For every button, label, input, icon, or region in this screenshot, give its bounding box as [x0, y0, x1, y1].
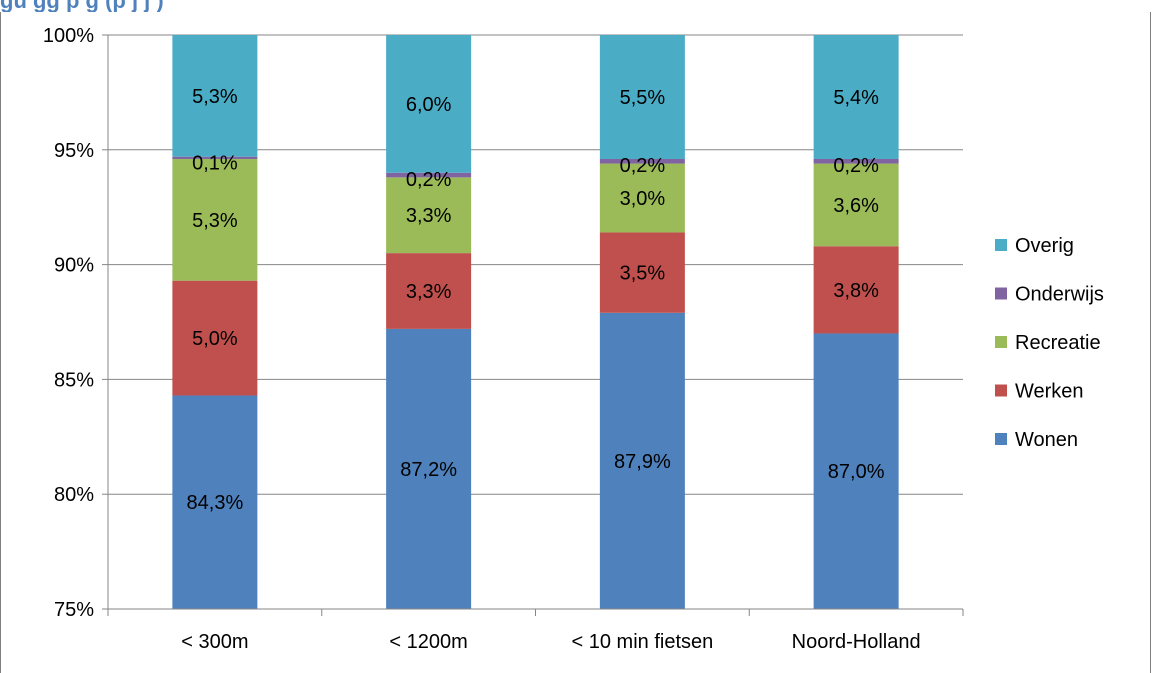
chart-caption: gu gg p g (p j j ) [0, 0, 1153, 12]
data-label-wonen: 87,2% [400, 459, 457, 481]
legend-swatch-onderwijs [995, 287, 1007, 300]
bar-segment-overig [172, 35, 258, 157]
bar-segment-overig [599, 35, 685, 159]
legend-swatch-recreatie [995, 336, 1007, 348]
data-label-recreatie: 3,3% [406, 205, 452, 227]
axes: 75% 80% 85% 90% 95% 100% < 300m < 1200m < 10 min… [43, 25, 964, 653]
bar-segment-wonen [813, 333, 899, 609]
legend-label-werken: Werken [1015, 381, 1084, 403]
bar-segment-recreatie [386, 177, 472, 254]
data-label-recreatie: 5,3% [192, 210, 238, 232]
legend: Overig Onderwijs Recreatie Werken Wonen [995, 235, 1104, 451]
bar-segment-recreatie [172, 158, 258, 281]
data-label-werken: 3,5% [620, 263, 666, 285]
bar-segment-werken [813, 246, 899, 334]
data-label-recreatie: 3,6% [833, 195, 879, 217]
bar-segment-recreatie [599, 163, 685, 233]
data-label-wonen: 87,9% [614, 451, 671, 473]
data-label-recreatie: 3,0% [620, 188, 666, 210]
x-tick-label: < 1200m [389, 631, 467, 653]
data-label-overig: 5,3% [192, 86, 238, 108]
bar-segment-onderwijs [172, 156, 258, 159]
bar-segment-recreatie [813, 163, 899, 247]
data-label-overig: 5,5% [620, 87, 666, 109]
bar-stacks [172, 35, 899, 609]
bar-segment-wonen [172, 395, 258, 609]
bar-segment-werken [172, 280, 258, 396]
x-tick-label: < 10 min fietsen [572, 631, 714, 653]
y-tick-label: 95% [54, 140, 94, 162]
data-label-overig: 5,4% [833, 87, 879, 109]
data-label-werken: 3,3% [406, 281, 452, 303]
data-labels: 84,3% 5,0% 5,3% 0,1% 5,3% 87,2% 3,3% 3,3% 0,2% 6,… [187, 86, 885, 514]
data-label-werken: 5,0% [192, 328, 238, 350]
x-tick-label: Noord-Holland [792, 631, 921, 653]
y-tick-label: 80% [54, 484, 94, 506]
bar-segment-wonen [599, 312, 685, 609]
bar-segment-werken [599, 232, 685, 313]
y-tick-label: 85% [54, 369, 94, 391]
bar-segment-onderwijs [386, 172, 472, 178]
legend-swatch-wonen [995, 433, 1007, 445]
legend-label-wonen: Wonen [1015, 429, 1078, 451]
legend-swatch-werken [995, 384, 1007, 397]
data-label-werken: 3,8% [833, 280, 879, 302]
bar-segment-werken [386, 253, 472, 329]
bar-segment-overig [386, 35, 472, 173]
data-label-wonen: 87,0% [828, 461, 885, 483]
data-label-overig: 6,0% [406, 94, 452, 116]
bar-segment-onderwijs [599, 158, 685, 164]
bar-segment-onderwijs [813, 158, 899, 164]
legend-label-recreatie: Recreatie [1015, 332, 1101, 354]
data-label-wonen: 84,3% [187, 492, 244, 514]
bar-segment-overig [813, 35, 899, 159]
data-label-onderwijs: 0,2% [620, 155, 666, 177]
legend-swatch-overig [995, 239, 1007, 251]
bar-segment-wonen [386, 328, 472, 609]
y-tick-label: 75% [54, 599, 94, 621]
chart-border [0, 12, 1151, 673]
legend-label-overig: Overig [1015, 235, 1074, 257]
legend-label-onderwijs: Onderwijs [1015, 284, 1104, 306]
data-label-onderwijs: 0,1% [192, 153, 238, 175]
data-label-onderwijs: 0,2% [406, 169, 452, 191]
chart-caption-text: gu gg p g (p j j ) [0, 0, 164, 12]
y-tick-label: 90% [54, 255, 94, 277]
x-tick-label: < 300m [181, 631, 248, 653]
y-tick-label: 100% [43, 25, 94, 47]
data-label-onderwijs: 0,2% [833, 155, 879, 177]
